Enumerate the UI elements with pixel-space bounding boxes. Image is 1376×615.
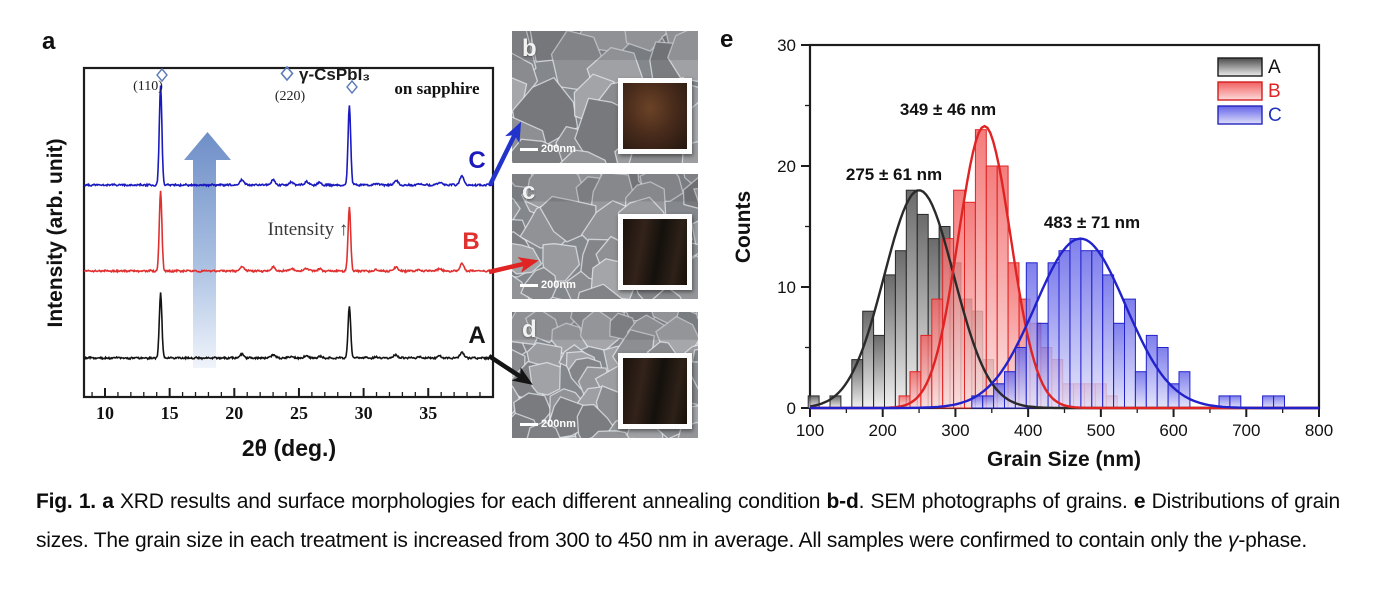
sample-photo-inset: [618, 78, 692, 154]
hist-x-axis-title: Grain Size (nm): [987, 448, 1141, 471]
xrd-trace-B: [83, 190, 494, 275]
diamond-legend-icon: [280, 65, 294, 82]
histogram-bars-and-curves: 100 200 300 400 500 600 700 800 0 10 20 30: [777, 36, 1333, 440]
caption-segment: Fig. 1. a: [36, 490, 120, 513]
legend-label-A: A: [1268, 57, 1281, 78]
legend-label-B: B: [1268, 81, 1281, 102]
svg-text:0: 0: [787, 399, 796, 418]
xrd-phase-legend: γ-CsPbI₃: [299, 65, 370, 84]
svg-text:30: 30: [777, 36, 796, 55]
svg-text:700: 700: [1232, 421, 1260, 440]
caption-segment: Distributions of grain sizes. The grain …: [36, 490, 1340, 552]
sample-photo: [623, 83, 687, 149]
caption-segment: γ: [1228, 529, 1239, 552]
xrd-trace-A: [83, 292, 494, 361]
histogram-plot: 100 200 300 400 500 600 700 800 0 10 20 30 Counts G…: [732, 36, 1333, 471]
xrd-peak-110-label: (110): [133, 79, 163, 94]
sample-photo: [623, 219, 687, 285]
sem-image-d: d 200nm: [512, 312, 698, 438]
legend-swatch-A: [1217, 57, 1263, 77]
caption-segment: e: [1133, 490, 1146, 513]
histogram-legend: A B C: [1217, 57, 1282, 126]
svg-text:15: 15: [161, 403, 179, 423]
sample-photo-inset: [618, 353, 692, 429]
xrd-y-axis-title: Intensity (arb. unit): [44, 139, 67, 328]
scale-bar-label: 200nm: [541, 143, 576, 155]
scale-bar-line: [520, 147, 538, 151]
panel-b-label: b: [522, 35, 537, 62]
caption-segment: b-d: [826, 490, 859, 513]
stat-label-C: 483 ± 71 nm: [1044, 213, 1140, 232]
svg-text:20: 20: [225, 403, 243, 423]
sample-photo-inset: [618, 214, 692, 290]
svg-text:35: 35: [419, 403, 437, 423]
scale-bar-line: [520, 422, 538, 426]
panel-e-label: e: [720, 26, 734, 53]
svg-text:400: 400: [1014, 421, 1042, 440]
svg-text:30: 30: [355, 403, 373, 423]
svg-text:600: 600: [1159, 421, 1187, 440]
diamond-marker-icon: [156, 67, 168, 83]
panel-a-label: a: [42, 28, 56, 55]
stat-label-A: 275 ± 61 nm: [846, 165, 942, 184]
svg-text:100: 100: [796, 421, 824, 440]
legend-swatch-C: [1217, 105, 1263, 125]
scale-bar: 200nm: [520, 143, 576, 155]
xrd-plot-frame: [82, 66, 495, 399]
xrd-series-label-A: A: [468, 322, 485, 349]
sample-photo: [623, 358, 687, 424]
caption-segment: -phase.: [1238, 529, 1308, 552]
panel-d-label: d: [522, 316, 537, 343]
scale-bar: 200nm: [520, 279, 576, 291]
xrd-plot: 10 15 20 25 30 35 Intensity (arb. unit) 2θ (d…: [44, 65, 495, 461]
legend-swatch-B: [1217, 81, 1263, 101]
gauss-fit-C: [810, 237, 1319, 410]
xrd-trace-C: [83, 85, 494, 188]
diamond-marker-icon: [346, 79, 358, 95]
xrd-series-label-B: B: [462, 228, 479, 255]
stat-label-B: 349 ± 46 nm: [900, 100, 996, 119]
svg-text:300: 300: [941, 421, 969, 440]
hist-ticks: 100 200 300 400 500 600 700 800 0 10 20 30: [777, 36, 1333, 440]
scale-bar: 200nm: [520, 418, 576, 430]
caption-segment: . SEM photographs of grains.: [858, 490, 1134, 513]
xrd-x-ticks: 10 15 20 25 30 35: [91, 388, 481, 423]
legend-label-C: C: [1268, 105, 1282, 126]
svg-text:800: 800: [1305, 421, 1333, 440]
xrd-intensity-note: Intensity ↑: [268, 219, 349, 240]
svg-text:10: 10: [777, 278, 796, 297]
sem-image-c: c 200nm: [512, 174, 698, 299]
hist-y-axis-title: Counts: [732, 191, 755, 263]
svg-text:10: 10: [96, 403, 114, 423]
panel-c-label: c: [522, 178, 536, 205]
caption-segment: XRD results and surface morphologies for…: [119, 490, 827, 513]
intensity-up-arrow: [184, 132, 231, 368]
svg-text:25: 25: [290, 403, 308, 423]
scale-bar-label: 200nm: [541, 279, 576, 291]
xrd-substrate-label: on sapphire: [394, 79, 480, 98]
svg-text:200: 200: [869, 421, 897, 440]
xrd-x-axis-title: 2θ (deg.): [242, 435, 336, 461]
xrd-traces: 10 15 20 25 30 35: [83, 85, 494, 423]
scale-bar-line: [520, 283, 538, 287]
svg-text:500: 500: [1087, 421, 1115, 440]
scale-bar-label: 200nm: [541, 418, 576, 430]
xrd-series-label-C: C: [468, 147, 485, 174]
xrd-peak-220-label: (220): [275, 89, 306, 104]
svg-text:20: 20: [777, 157, 796, 176]
sem-image-b: b 200nm: [512, 31, 698, 163]
figure-caption: Fig. 1. a XRD results and surface morpho…: [36, 482, 1340, 560]
